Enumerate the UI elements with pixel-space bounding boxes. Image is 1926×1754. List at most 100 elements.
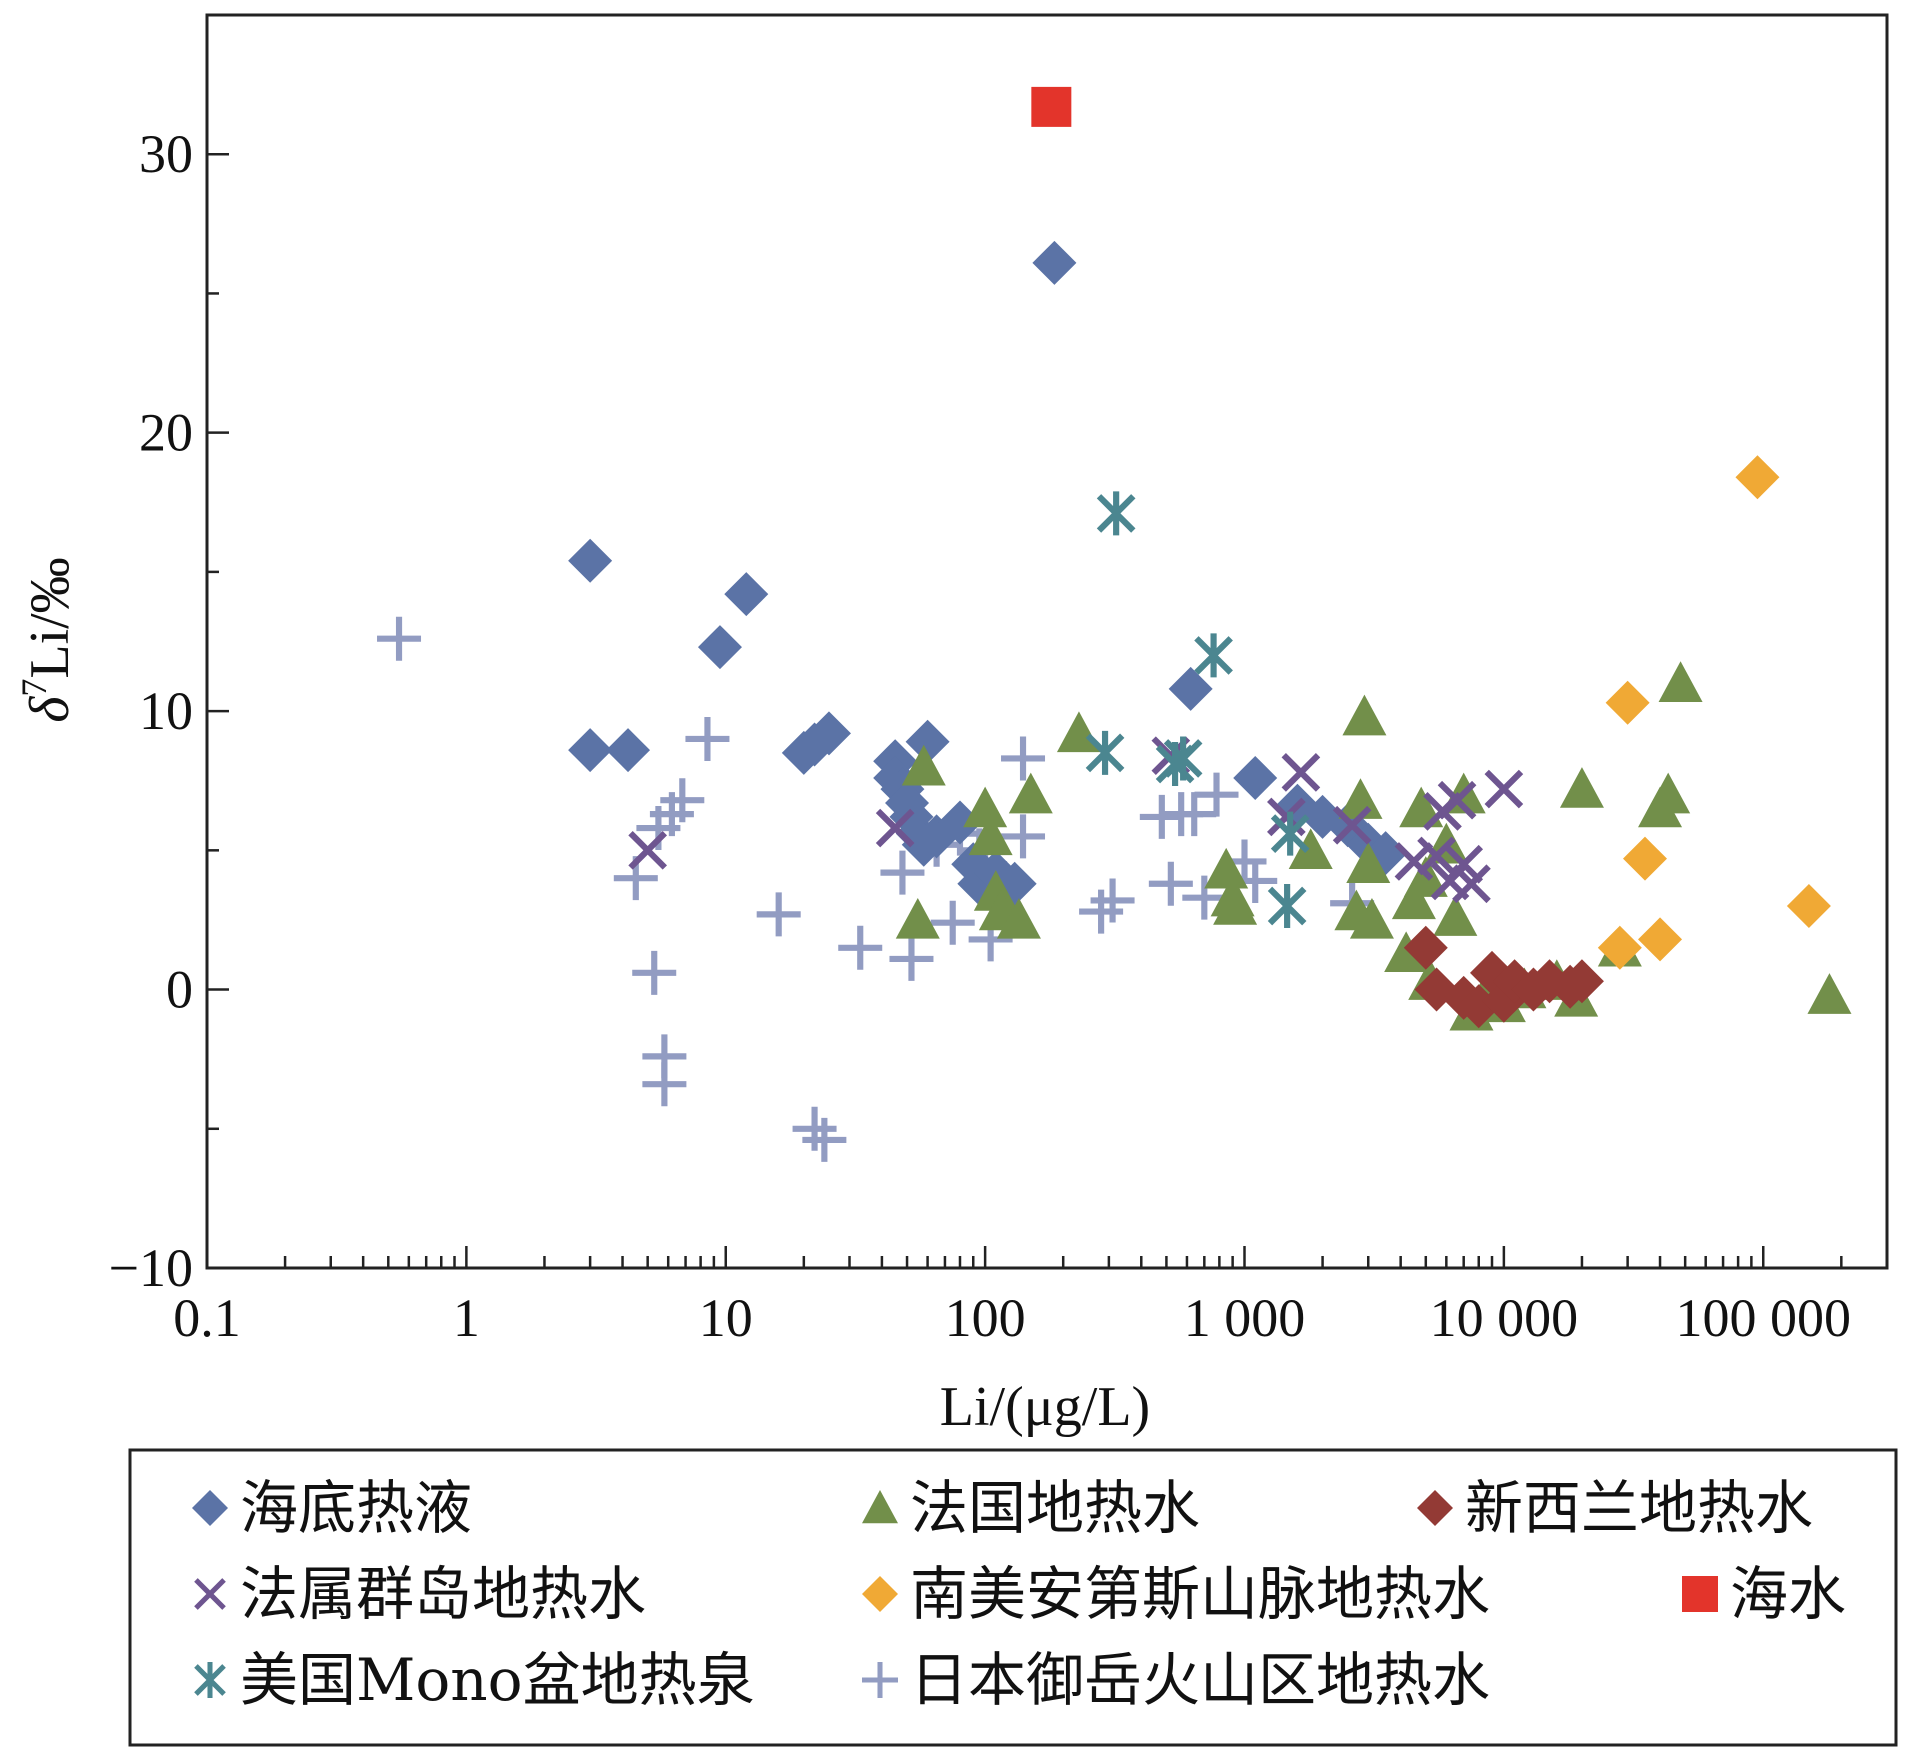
data-point bbox=[1172, 792, 1217, 837]
data-point bbox=[838, 925, 883, 970]
data-point bbox=[1168, 666, 1213, 711]
data-point bbox=[1079, 889, 1124, 934]
data-point bbox=[1484, 769, 1524, 809]
data-point bbox=[1332, 805, 1372, 845]
data-point bbox=[1349, 897, 1394, 939]
data-point bbox=[685, 716, 730, 761]
data-point bbox=[996, 897, 1041, 939]
legend-marker bbox=[1417, 1490, 1453, 1526]
y-tick-label: 10 bbox=[139, 681, 193, 741]
data-point bbox=[660, 778, 705, 823]
data-points bbox=[377, 86, 1852, 1162]
y-ticks: −10 0 10 20 30 bbox=[109, 124, 229, 1298]
data-point bbox=[1646, 772, 1691, 814]
data-point bbox=[1194, 772, 1239, 817]
data-point bbox=[1267, 884, 1307, 929]
data-point bbox=[697, 625, 742, 670]
data-point bbox=[1338, 778, 1383, 819]
data-point bbox=[568, 538, 613, 583]
data-point bbox=[1148, 861, 1193, 906]
legend-marker bbox=[194, 1578, 226, 1610]
legend-label: 法属群岛地热水 bbox=[240, 1560, 646, 1628]
data-point bbox=[792, 1106, 837, 1151]
data-point bbox=[905, 719, 950, 764]
data-point bbox=[1399, 786, 1444, 828]
data-point bbox=[1163, 736, 1203, 781]
legend-marker bbox=[1682, 1576, 1718, 1612]
legend-label: 南美安第斯山脉地热水 bbox=[910, 1560, 1490, 1628]
data-point bbox=[1182, 875, 1227, 920]
data-point bbox=[1213, 884, 1258, 925]
data-point bbox=[1085, 730, 1125, 775]
data-point bbox=[1288, 828, 1333, 870]
x-tick-label: 100 bbox=[945, 1288, 1026, 1348]
data-point bbox=[1597, 925, 1642, 970]
x-tick-label: 1 000 bbox=[1184, 1288, 1306, 1348]
data-point bbox=[756, 892, 801, 937]
data-point bbox=[973, 870, 1018, 911]
data-point bbox=[1403, 925, 1448, 970]
y-axis-label-tail: Li/‰ bbox=[19, 557, 81, 678]
data-point bbox=[802, 1117, 847, 1162]
data-point bbox=[1031, 86, 1072, 127]
data-point bbox=[642, 1062, 687, 1107]
data-point bbox=[1807, 973, 1852, 1014]
x-tick-label: 10 bbox=[699, 1288, 753, 1348]
legend-marker bbox=[862, 1490, 898, 1524]
data-point bbox=[1605, 680, 1650, 725]
data-point bbox=[568, 728, 613, 773]
data-point bbox=[377, 616, 422, 661]
y-tick-label: 30 bbox=[139, 124, 193, 184]
data-point bbox=[1342, 694, 1387, 736]
data-point bbox=[1559, 959, 1604, 1004]
data-point bbox=[1233, 755, 1278, 800]
data-point bbox=[1204, 847, 1249, 889]
axes-group bbox=[205, 13, 1889, 1270]
data-point bbox=[1270, 811, 1310, 856]
plot-frame bbox=[205, 13, 1889, 1270]
data-point bbox=[806, 711, 851, 756]
data-point bbox=[1638, 917, 1683, 962]
x-tick-label: 100 000 bbox=[1675, 1288, 1851, 1348]
data-point bbox=[880, 850, 925, 895]
legend-label: 新西兰地热水 bbox=[1465, 1474, 1813, 1542]
y-tick-label: 0 bbox=[166, 960, 193, 1020]
legend-label: 海水 bbox=[1730, 1560, 1846, 1628]
data-point bbox=[1096, 491, 1136, 536]
data-point bbox=[1786, 884, 1831, 929]
data-point bbox=[1194, 633, 1233, 678]
data-point bbox=[1622, 836, 1667, 881]
legend-label: 美国Mono盆地热泉 bbox=[240, 1646, 755, 1714]
data-point bbox=[1433, 895, 1478, 936]
data-point bbox=[1001, 814, 1046, 859]
legend-label: 日本御岳火山区地热水 bbox=[910, 1646, 1490, 1714]
data-point bbox=[1394, 842, 1434, 881]
data-point bbox=[963, 786, 1008, 828]
y-tick-label: −10 bbox=[109, 1238, 193, 1298]
data-point bbox=[937, 800, 982, 845]
data-point bbox=[1346, 842, 1391, 883]
data-point bbox=[1444, 844, 1484, 884]
legend-marker bbox=[192, 1490, 228, 1526]
data-point bbox=[1281, 753, 1321, 792]
data-point bbox=[1437, 780, 1477, 820]
data-point bbox=[628, 830, 668, 870]
data-point bbox=[1090, 878, 1135, 923]
y-axis-label-delta: δ bbox=[19, 696, 81, 723]
y-tick-label: 20 bbox=[139, 403, 193, 463]
data-point bbox=[968, 814, 1013, 856]
data-point bbox=[1001, 736, 1046, 781]
legend-marker bbox=[862, 1576, 898, 1612]
data-point bbox=[875, 808, 915, 848]
legend-label: 海底热液 bbox=[240, 1474, 472, 1542]
data-point bbox=[632, 950, 677, 995]
data-point bbox=[901, 744, 946, 786]
data-point bbox=[1559, 767, 1604, 808]
data-point bbox=[724, 572, 769, 617]
data-point bbox=[1452, 864, 1491, 904]
data-point bbox=[930, 900, 975, 945]
data-point bbox=[1032, 240, 1077, 285]
data-point bbox=[1735, 455, 1780, 500]
